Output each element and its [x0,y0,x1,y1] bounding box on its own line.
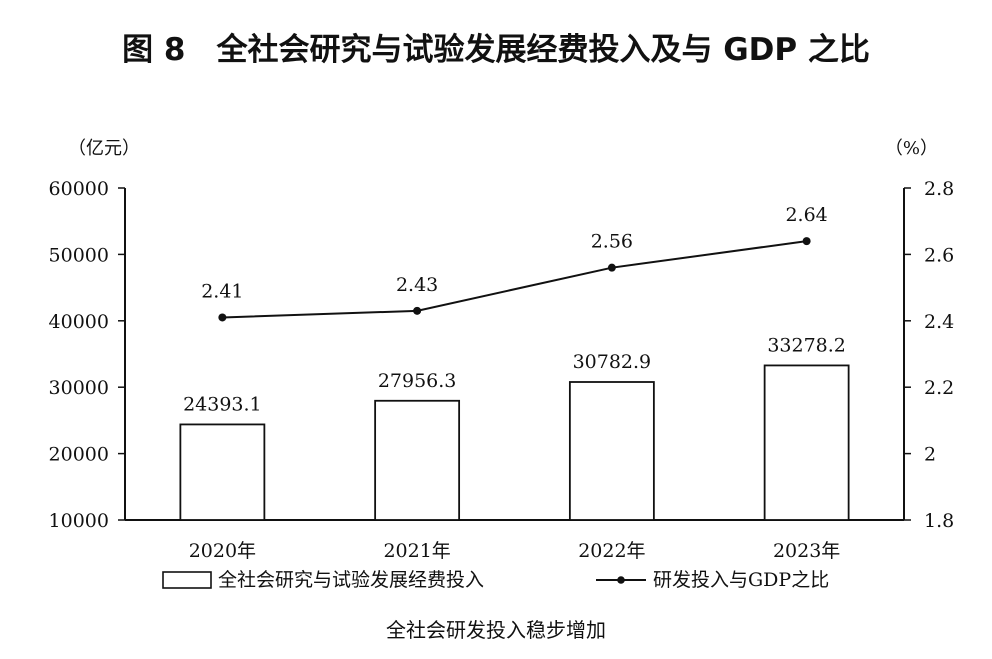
legend-bar-swatch [162,571,212,589]
chart: （亿元） （%） 100002000030000400005000060000 … [49,138,955,562]
y-right-tick-label: 2 [924,444,936,466]
line-data-labels: 2.41 2.43 2.56 2.64 [201,204,828,302]
y-right-axis-label: （%） [885,138,938,159]
y-left-tick-labels: 10000 20000 30000 40000 50000 60000 [49,178,125,532]
y-left-tick-label: 40000 [49,311,109,333]
bar-value-label: 33278.2 [767,334,846,356]
bar-value-label: 27956.3 [378,370,457,392]
x-tick-labels: 2020年 2021年 2022年 2023年 [189,540,841,562]
line-value-label: 2.41 [201,280,243,302]
y-right-tick-label: 2.8 [924,178,954,200]
legend-bar-label: 全社会研究与试验发展经费投入 [218,569,484,591]
y-left-tick-label: 20000 [49,444,109,466]
line-point [607,263,616,272]
y-left-tick-label: 30000 [49,377,109,399]
x-tick-label: 2021年 [383,540,450,562]
x-tick-label: 2023年 [773,540,840,562]
bar [374,399,461,521]
bar [568,381,655,521]
bar-data-labels: 24393.1 27956.3 30782.9 33278.2 [183,334,846,415]
line-point [218,313,227,322]
line-point [802,237,811,246]
legend-line-marker [617,576,625,584]
y-right-tick-label: 2.4 [924,311,954,333]
line-series [218,237,811,322]
y-right-tick-label: 2.6 [924,244,954,266]
page-title: 图 8 全社会研究与试验发展经费投入及与 GDP 之比 [122,32,870,68]
bar-value-label: 30782.9 [573,351,652,373]
x-tick-label: 2022年 [578,540,645,562]
line-value-label: 2.64 [785,204,827,226]
line-path [222,240,807,319]
bar-value-label: 24393.1 [183,393,262,415]
y-right-tick-label: 1.8 [924,510,954,532]
y-right-tick-label: 2.2 [924,377,954,399]
bar-series [179,364,850,521]
bar [179,423,266,521]
line-point [413,306,422,315]
y-left-axis-label: （亿元） [68,138,140,159]
figure-caption: 全社会研发投入稳步增加 [386,618,606,642]
line-value-label: 2.43 [396,274,438,296]
x-tick-label: 2020年 [189,540,256,562]
bar [763,364,850,521]
line-value-label: 2.56 [591,231,633,253]
y-right-tick-labels: 1.8 2 2.2 2.4 2.6 2.8 [904,178,954,532]
y-left-tick-label: 60000 [49,178,109,200]
legend: 全社会研究与试验发展经费投入 研发投入与GDP之比 [162,569,829,591]
y-left-tick-label: 10000 [49,510,109,532]
y-left-tick-label: 50000 [49,244,109,266]
legend-line-label: 研发投入与GDP之比 [653,569,829,591]
